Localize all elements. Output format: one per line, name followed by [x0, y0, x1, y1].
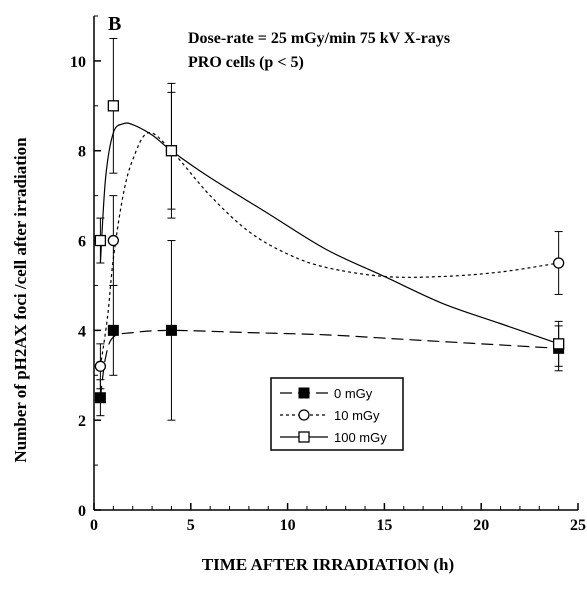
axes: 0 5 10 15 20 25 0 2 4 6 8 10: [70, 15, 586, 534]
data-point-10-mgy: [94, 360, 107, 372]
annotation-line-1: Dose-rate = 25 mGy/min 75 kV X-rays: [188, 30, 450, 47]
curve-0-mgy: [99, 329, 559, 398]
data-point-100-mgy: [94, 234, 107, 247]
legend-label-10-mgy: 10 mGy: [334, 408, 380, 423]
data-point-100-mgy: [552, 338, 565, 350]
legend-marker-100-mgy: [298, 431, 310, 443]
data-point-100-mgy: [165, 145, 178, 157]
x-tick-label: 5: [187, 517, 195, 534]
x-tick-label: 15: [376, 517, 392, 534]
x-tick-label: 20: [473, 517, 489, 534]
error-bars: [96, 37, 563, 421]
data-point-0-mgy: [107, 324, 119, 336]
panel-label: B: [108, 13, 121, 35]
data-point-0-mgy: [94, 392, 106, 404]
legend-box: [270, 377, 404, 451]
x-tick-label: 25: [570, 517, 586, 534]
legend-label-100-mgy: 100 mGy: [334, 430, 387, 445]
y-tick-label: 2: [78, 413, 86, 430]
data-point-100-mgy: [107, 100, 120, 112]
y-tick-label: 0: [78, 503, 86, 520]
legend-entries: [280, 387, 328, 443]
y-tick-label: 6: [78, 234, 86, 251]
y-axis-label: Number of pH2AX foci /cell after irradia…: [11, 137, 30, 463]
fitted-curves: [99, 122, 559, 398]
y-tick-label: 4: [78, 323, 86, 340]
y-tick-label: 8: [78, 144, 86, 161]
x-tick-label: 0: [90, 517, 98, 534]
legend-marker-10-mgy: [298, 409, 310, 421]
data-markers: [94, 100, 565, 404]
x-tick-label: 10: [280, 517, 296, 534]
legend-marker-0-mgy: [298, 387, 310, 399]
data-point-10-mgy: [552, 257, 565, 269]
legend-label-0-mgy: 0 mGy: [334, 386, 373, 401]
x-axis-label: TIME AFTER IRRADIATION (h): [202, 555, 454, 574]
legend: 0 mGy 10 mGy 100 mGy: [270, 377, 404, 451]
annotation-line-2: PRO cells (p < 5): [188, 54, 304, 71]
y-tick-label: 10: [70, 54, 86, 71]
data-point-10-mgy: [107, 234, 120, 247]
data-point-0-mgy: [165, 324, 177, 336]
